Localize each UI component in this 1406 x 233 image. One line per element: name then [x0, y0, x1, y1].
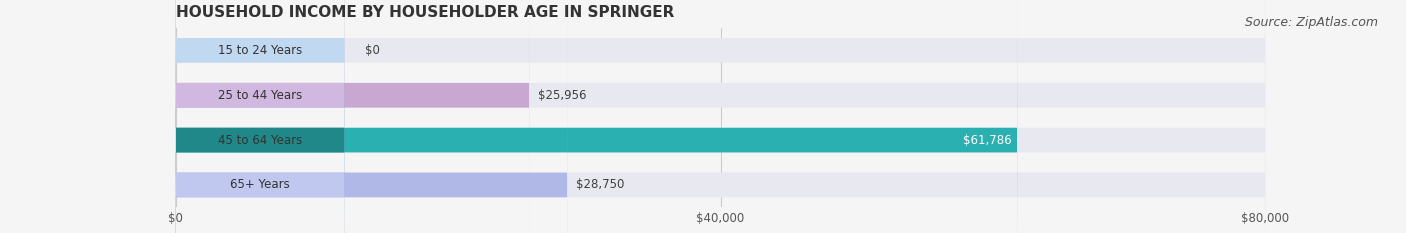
FancyBboxPatch shape: [176, 0, 1018, 233]
Text: $61,786: $61,786: [963, 134, 1012, 147]
FancyBboxPatch shape: [176, 0, 1265, 233]
FancyBboxPatch shape: [176, 0, 568, 233]
Text: $28,750: $28,750: [576, 178, 624, 192]
FancyBboxPatch shape: [176, 0, 529, 233]
FancyBboxPatch shape: [176, 0, 344, 233]
Text: 25 to 44 Years: 25 to 44 Years: [218, 89, 302, 102]
Text: Source: ZipAtlas.com: Source: ZipAtlas.com: [1244, 16, 1378, 29]
FancyBboxPatch shape: [176, 0, 1265, 233]
Text: $25,956: $25,956: [538, 89, 586, 102]
Text: $0: $0: [366, 44, 380, 57]
Text: 15 to 24 Years: 15 to 24 Years: [218, 44, 302, 57]
FancyBboxPatch shape: [176, 0, 344, 233]
Text: 45 to 64 Years: 45 to 64 Years: [218, 134, 302, 147]
Text: HOUSEHOLD INCOME BY HOUSEHOLDER AGE IN SPRINGER: HOUSEHOLD INCOME BY HOUSEHOLDER AGE IN S…: [176, 5, 673, 20]
FancyBboxPatch shape: [176, 0, 1265, 233]
FancyBboxPatch shape: [176, 0, 344, 233]
Text: 65+ Years: 65+ Years: [231, 178, 290, 192]
FancyBboxPatch shape: [176, 0, 1265, 233]
FancyBboxPatch shape: [176, 0, 344, 233]
